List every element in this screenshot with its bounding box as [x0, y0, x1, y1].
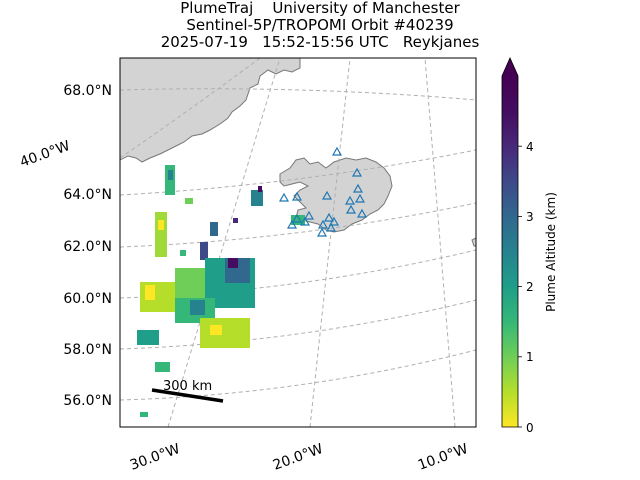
plume-patch	[175, 268, 205, 298]
volcano-marker	[345, 204, 357, 214]
map-frame	[119, 57, 477, 428]
scale-bar-label: 300 km	[163, 379, 212, 394]
title-line-3: 2025-07-19 15:52-15:56 UTC Reykjanes	[160, 33, 480, 51]
title-line-1: PlumeTraj University of Manchester	[180, 0, 460, 17]
plume-patch	[180, 250, 186, 256]
colorbar-tick-2: 2	[526, 280, 534, 294]
volcano-marker	[299, 216, 311, 226]
plume-patch	[233, 218, 238, 223]
lon-label-30w: 30.0°W	[128, 441, 182, 474]
plume-patch	[158, 220, 164, 230]
plume-patch	[210, 222, 218, 236]
volcano-marker	[352, 183, 364, 193]
volcano-marker	[286, 219, 298, 229]
plume-patch	[200, 318, 250, 348]
volcano-marker	[328, 216, 340, 226]
colorbar: 0 1 2 3 4 Plume Altitude (km)	[501, 57, 558, 435]
volcano-marker	[316, 227, 328, 237]
volcano-marker	[354, 193, 366, 203]
volcano-markers	[278, 146, 368, 237]
volcano-marker	[356, 208, 368, 218]
plume-patch	[155, 362, 170, 372]
plume-patch	[251, 190, 263, 206]
latitude-labels: 68.0°N 64.0°N 62.0°N 60.0°N 58.0°N 56.0°…	[63, 83, 112, 409]
lat-label-58: 58.0°N	[63, 342, 112, 358]
volcano-marker	[331, 146, 343, 156]
volcano-marker	[351, 167, 363, 177]
colorbar-extend-arrow	[502, 58, 518, 76]
scale-bar	[151, 388, 224, 403]
plume-patch	[228, 258, 238, 268]
colorbar-label: Plume Altitude (km)	[544, 192, 558, 312]
plume-patch	[137, 330, 159, 345]
lat-label-64: 64.0°N	[63, 187, 112, 203]
volcano-marker	[303, 210, 315, 220]
colorbar-tick-4: 4	[526, 140, 534, 154]
lon-label-40w: 40.0°W	[18, 138, 72, 171]
lon-label-20w: 20.0°W	[271, 441, 325, 474]
plume-altitude-pixels	[137, 165, 305, 417]
lon-label-10w: 10.0°W	[416, 441, 470, 474]
faroe-land	[471, 237, 476, 247]
volcano-marker	[344, 195, 356, 205]
plume-patch	[190, 300, 205, 315]
colorbar-tick-0: 0	[526, 421, 534, 435]
volcano-marker	[317, 219, 329, 229]
volcano-marker	[278, 192, 290, 202]
map-panel: 300 km	[119, 57, 477, 428]
volcano-marker	[325, 222, 337, 232]
plume-patch	[155, 212, 167, 257]
lat-label-68: 68.0°N	[63, 83, 112, 99]
title-line-2: Sentinel-5P/TROPOMI Orbit #40239	[186, 16, 454, 34]
plume-patch	[258, 186, 262, 192]
plume-patch	[185, 198, 193, 204]
colorbar-gradient	[502, 76, 518, 427]
volcano-marker	[323, 212, 335, 222]
longitude-gridlines	[120, 58, 456, 427]
colorbar-frame	[501, 57, 519, 428]
greenland-land	[120, 58, 301, 163]
lat-label-56: 56.0°N	[63, 393, 112, 409]
plume-patch	[168, 170, 173, 180]
latitude-gridlines	[120, 88, 476, 401]
lat-label-62: 62.0°N	[63, 239, 112, 255]
volcano-marker	[291, 191, 303, 201]
plume-patch	[145, 285, 155, 300]
colorbar-tick-1: 1	[526, 350, 534, 364]
lat-label-60: 60.0°N	[63, 291, 112, 307]
plume-patch	[291, 215, 305, 225]
colorbar-ticks	[518, 145, 522, 428]
volcano-marker	[321, 190, 333, 200]
plume-patch	[200, 242, 208, 260]
volcano-marker	[291, 213, 303, 223]
plume-patch	[210, 325, 222, 335]
colorbar-tick-3: 3	[526, 210, 534, 224]
plume-patch	[140, 412, 148, 417]
